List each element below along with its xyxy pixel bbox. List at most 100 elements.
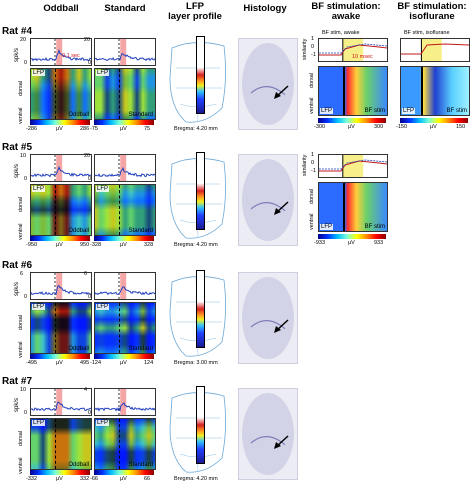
lfp-tag: LFP bbox=[320, 108, 334, 114]
psth-trace bbox=[95, 155, 155, 181]
psth-trace bbox=[95, 39, 155, 65]
odd-colorbar bbox=[30, 354, 90, 359]
odd-ymin-tick: 0 bbox=[24, 60, 28, 66]
ventral-label: ventral bbox=[18, 341, 24, 358]
bf-awake-similarity bbox=[318, 154, 388, 178]
std-cbar-min: -328 bbox=[90, 242, 102, 248]
spk-axis-label: spk/s bbox=[14, 397, 20, 412]
spk-axis-label: spk/s bbox=[14, 47, 20, 62]
bf-awake-colorbar bbox=[318, 234, 386, 239]
bf-iso-cbar-unit: µV bbox=[430, 124, 437, 130]
bf-awake-colorbar bbox=[318, 118, 386, 123]
bf-iso-tag: BF stim bbox=[446, 108, 467, 114]
odd-cbar-max: 950 bbox=[80, 242, 90, 248]
header-bf-isoflurane: BF stimulation: isoflurane bbox=[397, 1, 467, 22]
std-cbar-max: 66 bbox=[144, 476, 151, 482]
odd-condition-tag: Oddball bbox=[68, 228, 89, 234]
std-condition-tag: Standard bbox=[128, 346, 153, 352]
oddball-lfp-heatmap: LFP Oddball bbox=[30, 68, 92, 120]
odd-ymin-tick: 0 bbox=[24, 294, 28, 300]
oddball-lfp-heatmap: LFP Oddball bbox=[30, 302, 92, 354]
probe-track-arrow bbox=[272, 200, 290, 221]
ventral-label: ventral bbox=[18, 107, 24, 124]
odd-colorbar bbox=[30, 236, 90, 241]
bregma-label: Bregma: 4.20 mm bbox=[174, 126, 218, 132]
header-lfp-layer-profile: LFP layer profile bbox=[168, 1, 222, 22]
psth-trace bbox=[31, 155, 91, 181]
std-colorbar bbox=[94, 236, 154, 241]
bf-dorsal-label: dorsal bbox=[309, 189, 315, 204]
ventral-label: ventral bbox=[18, 223, 24, 240]
dorsal-label: dorsal bbox=[18, 315, 24, 330]
std-ymin-tick: 0 bbox=[88, 176, 92, 182]
similarity-label: similarity bbox=[302, 38, 308, 60]
std-cbar-max: 75 bbox=[144, 126, 151, 132]
std-ymax-tick: 20 bbox=[84, 153, 91, 159]
similarity-tick: 0 bbox=[311, 160, 315, 166]
lfp-tag: LFP bbox=[32, 186, 46, 192]
recording-probe bbox=[196, 36, 205, 114]
histology-image bbox=[238, 38, 298, 130]
bf-stim-line bbox=[421, 67, 424, 115]
stim-line bbox=[119, 185, 120, 235]
odd-condition-tag: Oddball bbox=[68, 462, 89, 468]
bf-awake-heatmap: LFP BF stim bbox=[318, 66, 388, 116]
bf-awake-tag: BF stim bbox=[364, 224, 385, 230]
odd-cbar-max: 495 bbox=[80, 360, 90, 366]
odd-cbar-min: -495 bbox=[26, 360, 38, 366]
odd-ymax-tick: 6 bbox=[20, 271, 24, 277]
lfp-tag: LFP bbox=[32, 70, 46, 76]
psth-trace bbox=[95, 273, 155, 299]
oddball-lfp-heatmap: LFP Oddball bbox=[30, 184, 92, 236]
rat-label: Rat #7 bbox=[2, 376, 33, 387]
lfp-tag: LFP bbox=[320, 224, 334, 230]
odd-cbar-max: 286 bbox=[80, 126, 90, 132]
spk-axis-label: spk/s bbox=[14, 281, 20, 296]
histology-section-svg bbox=[242, 43, 294, 125]
stim-line bbox=[119, 419, 120, 469]
standard-lfp-heatmap: LFP Standard bbox=[94, 184, 156, 236]
bf-awake-cbar-unit: µV bbox=[348, 124, 355, 130]
std-ymin-tick: 0 bbox=[88, 410, 92, 416]
psth-trace bbox=[31, 273, 91, 299]
dorsal-label: dorsal bbox=[18, 431, 24, 446]
lfp-tag: LFP bbox=[96, 304, 110, 310]
psth-trace bbox=[95, 389, 155, 415]
std-colorbar bbox=[94, 354, 154, 359]
std-cbar-unit: µV bbox=[120, 360, 127, 366]
standard-lfp-heatmap: LFP Standard bbox=[94, 302, 156, 354]
header-histology: Histology bbox=[243, 3, 287, 14]
bf-awake-similarity bbox=[318, 38, 388, 62]
std-cbar-max: 124 bbox=[144, 360, 154, 366]
standard-psth bbox=[94, 272, 156, 300]
bf-awake-heatmap: LFP BF stim bbox=[318, 182, 388, 232]
histology-section-svg bbox=[242, 277, 294, 359]
oddball-lfp-heatmap: LFP Oddball bbox=[30, 418, 92, 470]
std-condition-tag: Standard bbox=[128, 228, 153, 234]
bf-awake-cbar-min: -933 bbox=[314, 240, 326, 246]
histology-image bbox=[238, 154, 298, 246]
std-cbar-min: -66 bbox=[90, 476, 98, 482]
stim-line bbox=[55, 69, 56, 119]
std-colorbar bbox=[94, 120, 154, 125]
bf-iso-heatmap: LFP BF stim bbox=[400, 66, 470, 116]
bregma-label: Bregma: 3.00 mm bbox=[174, 360, 218, 366]
stim-line bbox=[55, 303, 56, 353]
oddball-psth bbox=[30, 38, 92, 66]
odd-cbar-max: 332 bbox=[80, 476, 90, 482]
std-ymin-tick: 0 bbox=[88, 60, 92, 66]
dorsal-label: dorsal bbox=[18, 81, 24, 96]
header-oddball: Oddball bbox=[43, 3, 79, 14]
recording-probe bbox=[196, 152, 205, 230]
histology-section-svg bbox=[242, 159, 294, 241]
header-standard: Standard bbox=[104, 3, 146, 14]
time-scale-note: 0.1 sec bbox=[62, 53, 80, 59]
bf-iso-title: BF stim, isoflurane bbox=[404, 30, 450, 36]
odd-condition-tag: Oddball bbox=[68, 112, 89, 118]
stim-line bbox=[55, 185, 56, 235]
oddball-psth bbox=[30, 272, 92, 300]
dorsal-label: dorsal bbox=[18, 197, 24, 212]
std-cbar-unit: µV bbox=[120, 476, 127, 482]
odd-cbar-min: -950 bbox=[26, 242, 38, 248]
bf-iso-similarity bbox=[400, 38, 470, 62]
